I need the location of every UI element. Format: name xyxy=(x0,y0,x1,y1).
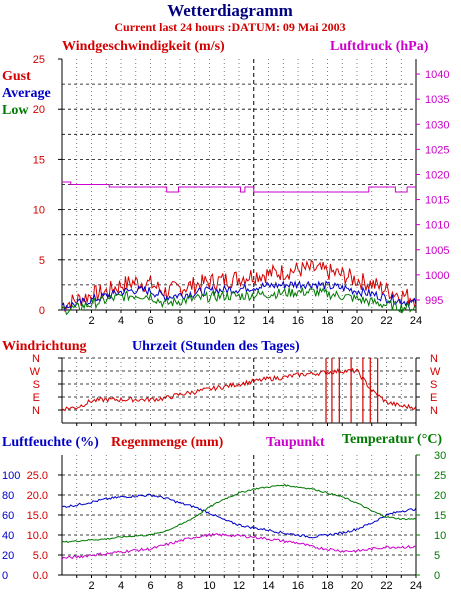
series-line-luftdruck xyxy=(62,181,416,193)
rain-tick-label: 5.0 xyxy=(33,550,48,562)
rain-axis-label: Regenmenge (mm) xyxy=(111,435,224,450)
x-tick-label: 2 xyxy=(88,580,94,592)
x-tick-label: 18 xyxy=(321,315,333,327)
x-tick-label: 14 xyxy=(262,315,274,327)
temperature-tick-label: 25 xyxy=(434,470,446,482)
humidity-tick-label: 100 xyxy=(2,470,20,482)
x-tick-label: 24 xyxy=(410,315,422,327)
temperature-axis-label: Temperatur (°C) xyxy=(342,432,442,447)
x-tick-label: 12 xyxy=(233,580,245,592)
temperature-tick-label: 10 xyxy=(434,530,446,542)
direction-label-right: N xyxy=(430,353,438,365)
x-tick-label: 4 xyxy=(118,580,124,592)
temperature-tick-label: 30 xyxy=(434,450,446,462)
rain-tick-label: 15.0 xyxy=(27,510,48,522)
humidity-axis-label: Luftfeuchte (%) xyxy=(2,435,99,450)
x-tick-label: 10 xyxy=(203,315,215,327)
y-tick-label: 5 xyxy=(39,255,45,267)
x-tick-label: 16 xyxy=(292,580,304,592)
x-tick-label: 22 xyxy=(380,580,392,592)
series-line-gust xyxy=(61,259,417,313)
rain-tick-label: 0.0 xyxy=(33,570,48,582)
y2-tick-label: 1030 xyxy=(425,119,449,131)
humidity-tick-label: 0 xyxy=(2,570,8,582)
x-tick-label: 10 xyxy=(203,580,215,592)
series-line-taupunkt xyxy=(61,533,417,560)
x-tick-label: 6 xyxy=(147,315,153,327)
page-title: Wetterdiagramm xyxy=(167,1,293,20)
rain-tick-label: 10.0 xyxy=(27,530,48,542)
page-subtitle: Current last 24 hours :DATUM: 09 Mai 200… xyxy=(114,20,345,34)
pressure-axis-label: Luftdruck (hPa) xyxy=(330,39,429,54)
humidity-tick-label: 20 xyxy=(2,550,14,562)
x-tick-label: 14 xyxy=(262,580,274,592)
x-tick-label: 4 xyxy=(118,315,124,327)
time-axis-label: Uhrzeit (Stunden des Tages) xyxy=(132,339,300,354)
x-tick-label: 24 xyxy=(410,580,422,592)
direction-label-right: N xyxy=(430,405,438,417)
legend-low: Low xyxy=(2,103,29,118)
rain-tick-label: 20.0 xyxy=(27,490,48,502)
x-tick-label: 6 xyxy=(147,580,153,592)
legend-gust: Gust xyxy=(2,69,31,84)
humidity-temperature-panel: 2 4 6 8 10 12 14 16 18 20 22 240 0.020 5.040 10.060 15.… xyxy=(2,450,446,592)
y2-tick-label: 1035 xyxy=(425,94,449,106)
rain-tick-label: 25.0 xyxy=(27,470,48,482)
y2-tick-label: 1025 xyxy=(425,144,449,156)
direction-label-left: N xyxy=(32,405,40,417)
legend-average: Average xyxy=(2,86,51,101)
x-tick-label: 2 xyxy=(88,315,94,327)
humidity-tick-label: 40 xyxy=(2,530,14,542)
x-tick-label: 20 xyxy=(351,580,363,592)
y2-tick-label: 1020 xyxy=(425,169,449,181)
wind-pressure-panel: 2 4 6 8 10 12 14 16 18 20 22 2405101520259951000100… xyxy=(33,54,450,327)
series-line-average xyxy=(61,279,417,311)
direction-label-right: E xyxy=(430,392,437,404)
series-line-temperatur xyxy=(61,483,417,544)
x-tick-label: 22 xyxy=(380,315,392,327)
x-tick-label: 18 xyxy=(321,580,333,592)
y-tick-label: 20 xyxy=(33,104,45,116)
x-tick-label: 16 xyxy=(292,315,304,327)
y2-tick-label: 1000 xyxy=(425,270,449,282)
temperature-tick-label: 0 xyxy=(434,570,440,582)
direction-label-right: W xyxy=(430,366,441,378)
direction-label-right: S xyxy=(430,379,437,391)
x-tick-label: 12 xyxy=(233,315,245,327)
y-tick-label: 25 xyxy=(33,54,45,66)
series-line-luftfeuchte xyxy=(61,493,417,539)
humidity-tick-label: 80 xyxy=(2,490,14,502)
y2-tick-label: 1010 xyxy=(425,220,449,232)
y-tick-label: 0 xyxy=(39,305,45,317)
wind-direction-label: Windrichtung xyxy=(2,339,87,354)
temperature-tick-label: 5 xyxy=(434,550,440,562)
y2-tick-label: 1005 xyxy=(425,245,449,257)
x-tick-label: 8 xyxy=(177,315,183,327)
direction-label-left: N xyxy=(32,353,40,365)
wind-direction-panel: N NW WS SE EN N xyxy=(30,353,441,426)
y2-tick-label: 1015 xyxy=(425,195,449,207)
direction-label-left: W xyxy=(30,366,41,378)
direction-label-left: E xyxy=(33,392,40,404)
y2-tick-label: 1040 xyxy=(425,69,449,81)
y2-tick-label: 995 xyxy=(425,295,443,307)
series-line-windrichtung xyxy=(61,367,417,412)
direction-label-left: S xyxy=(33,379,40,391)
series-line-low xyxy=(61,287,417,316)
y-tick-label: 10 xyxy=(33,205,45,217)
humidity-tick-label: 60 xyxy=(2,510,14,522)
temperature-tick-label: 15 xyxy=(434,510,446,522)
wind-speed-axis-label: Windgeschwindigkeit (m/s) xyxy=(62,39,225,54)
x-tick-label: 20 xyxy=(351,315,363,327)
temperature-tick-label: 20 xyxy=(434,490,446,502)
y-tick-label: 15 xyxy=(33,154,45,166)
dewpoint-axis-label: Taupunkt xyxy=(266,435,325,450)
x-tick-label: 8 xyxy=(177,580,183,592)
